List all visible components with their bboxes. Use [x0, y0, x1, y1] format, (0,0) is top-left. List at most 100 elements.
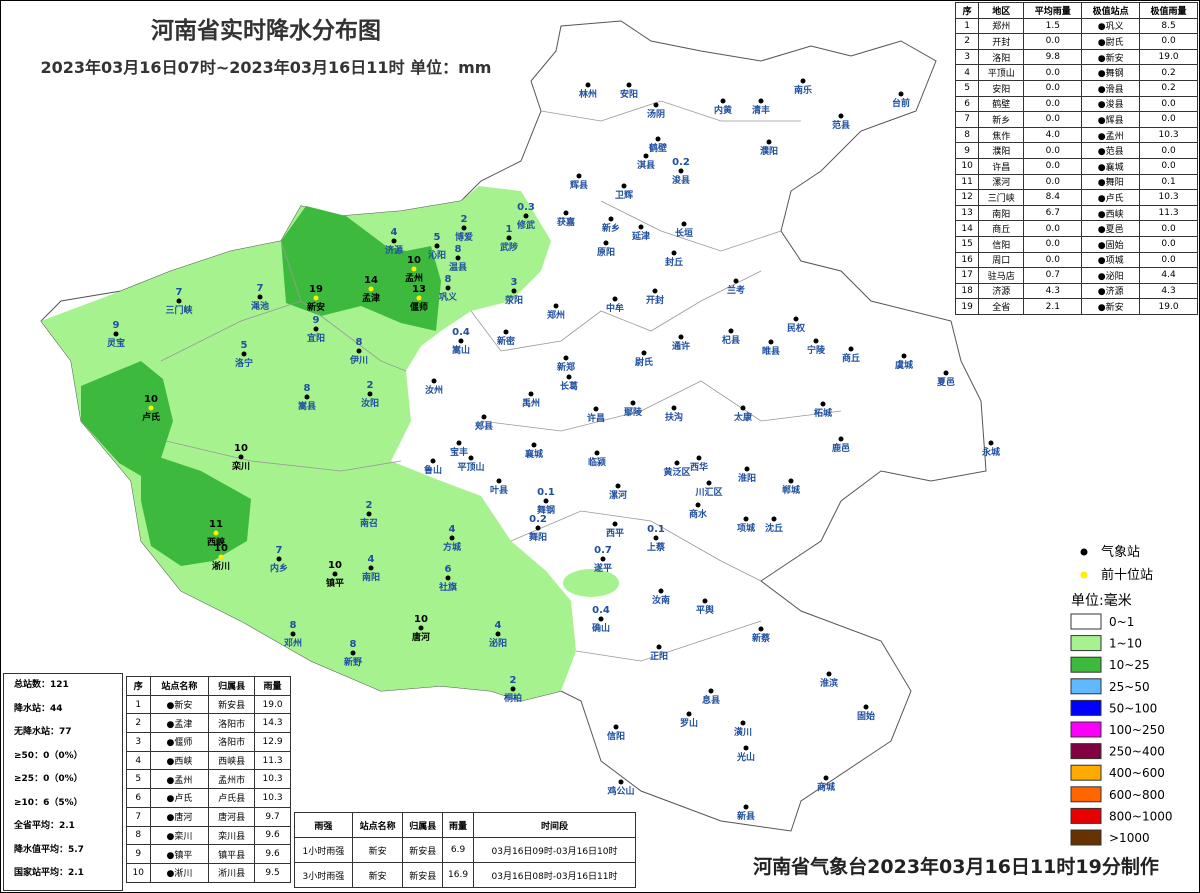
- station-dot: [800, 78, 806, 84]
- header-cell: 序: [954, 2, 980, 19]
- station-dot: [655, 136, 661, 142]
- legend-label: 100~250: [1109, 723, 1165, 737]
- cell: 4.4: [1139, 267, 1198, 284]
- station-dot: [988, 440, 994, 446]
- station-name: 舞钢: [537, 504, 555, 516]
- cell: ●舞阳: [1081, 173, 1141, 191]
- table-row: 3小时雨强 新安 新安县 16.9 03月16日08时-03月16日11时: [294, 862, 636, 888]
- station-name: 新密: [497, 335, 515, 347]
- station-value: 2: [461, 214, 468, 225]
- table-row: 4 平顶山 0.0 ●舞钢 0.2: [954, 64, 1198, 81]
- table-row: 3 洛阳 9.8 ●新安 19.0: [954, 48, 1198, 66]
- legend-label: 25~50: [1109, 680, 1150, 694]
- station-name: 平舆: [696, 604, 714, 616]
- cell: 9.8: [1023, 48, 1083, 66]
- station-dot: [681, 221, 687, 227]
- station-name: 邓州: [284, 638, 302, 649]
- station-dot: [686, 711, 692, 717]
- station-name: 博爱: [455, 231, 473, 243]
- station-name: 夏邑: [936, 377, 955, 388]
- station-dot: [674, 460, 680, 466]
- cell: 6.9: [442, 837, 475, 863]
- cell: ●孟州: [1081, 126, 1141, 144]
- station-dot: [257, 294, 263, 300]
- station-value: 0.4: [452, 327, 470, 338]
- cell: 0.0: [1139, 111, 1198, 128]
- legend-swatch: [1070, 786, 1102, 803]
- station-name: 商水: [689, 508, 708, 520]
- station-value: 7: [257, 283, 264, 294]
- station-value: 4: [495, 620, 502, 631]
- station-name: 临颍: [588, 456, 606, 468]
- cell: 新安县: [402, 837, 444, 863]
- station-dot: [708, 688, 714, 694]
- station-dot: [456, 440, 462, 446]
- station-name: 罗山: [680, 717, 698, 729]
- station-name: 济源: [385, 244, 403, 256]
- table-row: 10 ●淅川 淅川县 9.5: [126, 862, 291, 883]
- station-dot: [793, 316, 799, 322]
- station-name: 孟州: [405, 273, 423, 284]
- station-name: 社旗: [438, 581, 457, 593]
- station-dot: [461, 225, 467, 231]
- station-name: 孟津: [362, 292, 380, 304]
- station-dot: [563, 210, 569, 216]
- cell: 11: [954, 173, 980, 191]
- header-cell: 雨强: [294, 812, 353, 838]
- station-name: 内乡: [270, 562, 288, 574]
- table-row: 9 ●镇平 镇平县 9.6: [126, 844, 291, 864]
- cell: ●固始: [1081, 235, 1141, 253]
- rain-10-25: [141, 451, 251, 566]
- legend-label: 10~25: [1109, 658, 1150, 672]
- cell: ●西峡: [149, 750, 210, 771]
- station-name: 镇平: [326, 577, 344, 589]
- legend-label: 400~600: [1109, 766, 1165, 780]
- station-dot: [743, 516, 749, 522]
- station-name: 三门峡: [165, 304, 193, 316]
- station-name: 桐柏: [504, 692, 522, 704]
- station-name: 灵宝: [106, 337, 125, 349]
- cell: 信阳: [978, 235, 1025, 253]
- cell: 焦作: [978, 126, 1025, 144]
- cell: 5: [954, 79, 980, 97]
- cell: 10: [126, 862, 151, 883]
- station-name: 嵩山: [452, 344, 470, 356]
- station-dot: [600, 556, 606, 562]
- station-value: 10: [214, 543, 228, 554]
- station-name: 襄城: [524, 448, 543, 460]
- station-dot: [350, 650, 356, 656]
- stat-line: 降水值平均：5.7: [14, 844, 84, 855]
- station-dot: [241, 351, 247, 357]
- station-name: 汝阳: [361, 397, 379, 409]
- station-value: 19: [309, 284, 323, 295]
- station-value: 4: [449, 524, 456, 535]
- cell: 15: [954, 235, 980, 253]
- legend-swatch: [1070, 678, 1102, 695]
- cell: ●范县: [1081, 142, 1141, 159]
- cell: 孟州市: [208, 769, 256, 790]
- station-value: 1: [506, 224, 513, 235]
- cell: 10.3: [1139, 189, 1198, 206]
- station-dot: [826, 671, 832, 677]
- station-dot: [496, 478, 502, 484]
- station-value: 8: [455, 244, 462, 255]
- cell: 19.0: [254, 694, 291, 715]
- station-name: 虞城: [895, 359, 913, 371]
- table-row: 13 南阳 6.7 ●西峡 11.3: [954, 204, 1198, 222]
- cell: 3: [126, 732, 151, 752]
- cell: 济源: [978, 282, 1025, 300]
- cell: ●孟州: [149, 769, 210, 790]
- station-name: 郑州: [547, 309, 565, 321]
- station-name: 卢氏: [142, 411, 160, 423]
- station-value: 0.3: [517, 202, 535, 213]
- cell: ●夏邑: [1081, 220, 1141, 237]
- cell: 新安: [351, 837, 404, 863]
- cell: 鹤壁: [978, 95, 1025, 113]
- station-dot: [671, 250, 677, 256]
- cell: 16: [954, 251, 980, 269]
- station-dot: [643, 153, 649, 159]
- station-name: 鹿邑: [831, 442, 850, 454]
- station-dot: [313, 295, 319, 301]
- borders: [160, 100, 842, 662]
- cell: 0.0: [1023, 157, 1083, 175]
